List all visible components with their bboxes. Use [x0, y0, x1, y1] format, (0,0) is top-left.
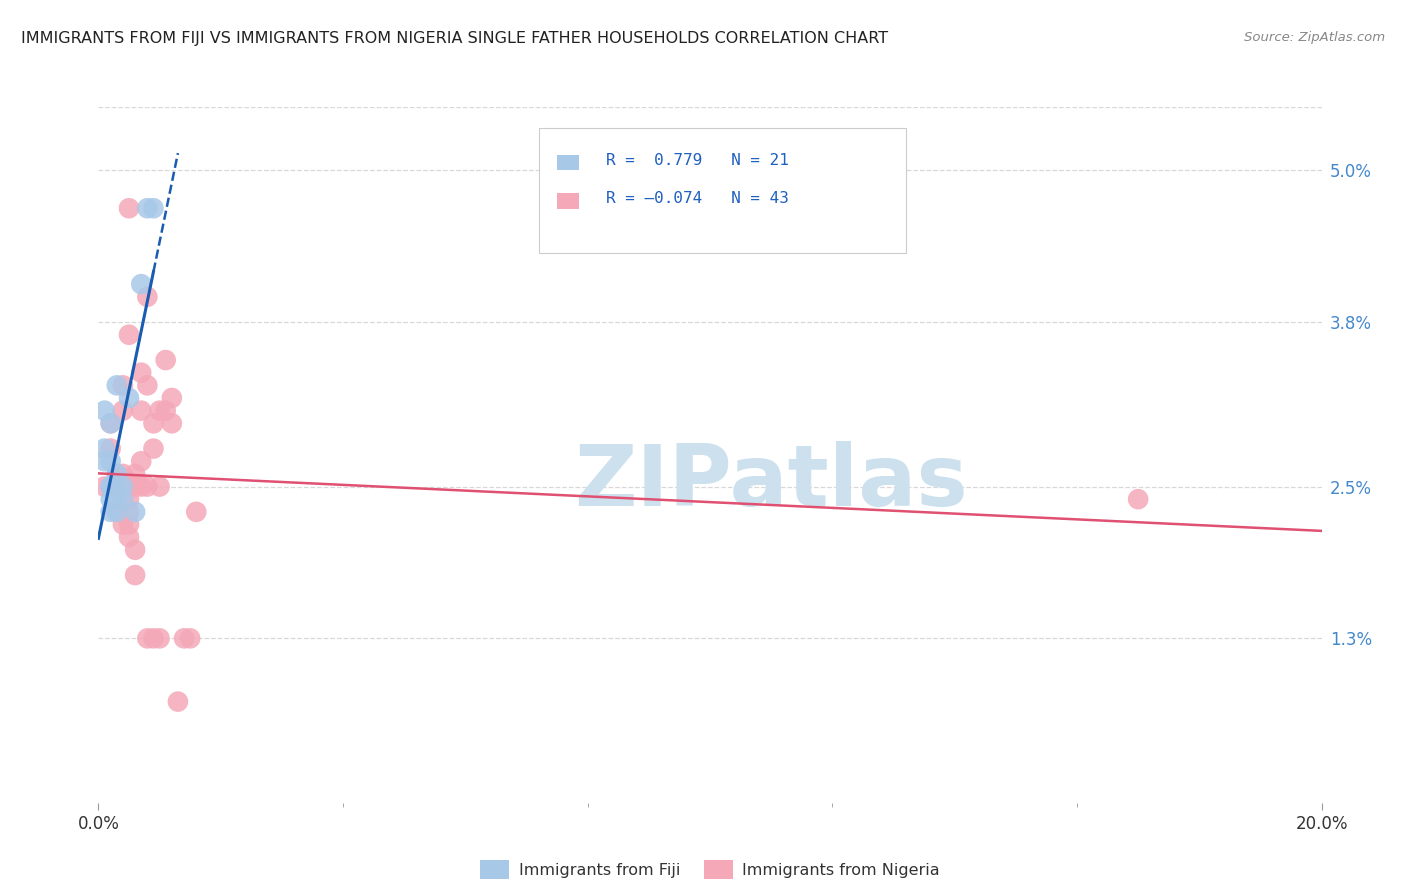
Point	[142, 201, 165, 215]
Point	[136, 479, 159, 493]
Point	[173, 632, 195, 646]
Point	[1128, 492, 1150, 507]
Point	[111, 517, 134, 532]
FancyBboxPatch shape	[538, 128, 905, 253]
Point	[100, 479, 122, 493]
Point	[93, 479, 115, 493]
Point	[111, 467, 134, 481]
Point	[93, 454, 115, 468]
Point	[100, 505, 122, 519]
Text: R = –0.074   N = 43: R = –0.074 N = 43	[606, 192, 789, 206]
Point	[100, 417, 122, 431]
Point	[129, 479, 152, 493]
Point	[160, 391, 183, 405]
Point	[129, 403, 152, 417]
Point	[124, 505, 146, 519]
Point	[93, 403, 115, 417]
Point	[124, 542, 146, 557]
Point	[100, 492, 122, 507]
Point	[111, 378, 134, 392]
Point	[136, 378, 159, 392]
Point	[100, 454, 122, 468]
Point	[93, 442, 115, 456]
Point	[136, 632, 159, 646]
FancyBboxPatch shape	[557, 155, 579, 170]
Point	[155, 403, 177, 417]
FancyBboxPatch shape	[557, 194, 579, 209]
Point	[136, 201, 159, 215]
Point	[160, 417, 183, 431]
Point	[118, 505, 141, 519]
Point	[118, 530, 141, 544]
Point	[111, 479, 134, 493]
Point	[118, 327, 141, 342]
Point	[105, 378, 128, 392]
Point	[105, 479, 128, 493]
Point	[124, 568, 146, 582]
Point	[142, 442, 165, 456]
Point	[100, 417, 122, 431]
Point	[118, 517, 141, 532]
Text: Source: ZipAtlas.com: Source: ZipAtlas.com	[1244, 31, 1385, 45]
Point	[167, 695, 190, 709]
Point	[155, 353, 177, 368]
Point	[118, 391, 141, 405]
Point	[100, 442, 122, 456]
Point	[118, 492, 141, 507]
Point	[111, 403, 134, 417]
Point	[124, 479, 146, 493]
Text: IMMIGRANTS FROM FIJI VS IMMIGRANTS FROM NIGERIA SINGLE FATHER HOUSEHOLDS CORRELA: IMMIGRANTS FROM FIJI VS IMMIGRANTS FROM …	[21, 31, 889, 46]
Point	[142, 417, 165, 431]
Point	[105, 492, 128, 507]
Point	[129, 454, 152, 468]
Point	[105, 505, 128, 519]
Point	[149, 479, 172, 493]
Text: ZIPatlas: ZIPatlas	[574, 442, 969, 524]
Text: R =  0.779   N = 21: R = 0.779 N = 21	[606, 153, 789, 168]
Point	[136, 290, 159, 304]
Point	[124, 467, 146, 481]
Point	[105, 505, 128, 519]
Point	[149, 403, 172, 417]
Point	[129, 277, 152, 292]
Point	[179, 632, 201, 646]
Point	[118, 201, 141, 215]
Point	[105, 467, 128, 481]
Point	[105, 467, 128, 481]
Point	[149, 632, 172, 646]
Point	[129, 366, 152, 380]
Point	[142, 632, 165, 646]
Point	[186, 505, 208, 519]
Legend: Immigrants from Fiji, Immigrants from Nigeria: Immigrants from Fiji, Immigrants from Ni…	[474, 854, 946, 885]
Point	[105, 479, 128, 493]
Point	[100, 479, 122, 493]
Point	[111, 492, 134, 507]
